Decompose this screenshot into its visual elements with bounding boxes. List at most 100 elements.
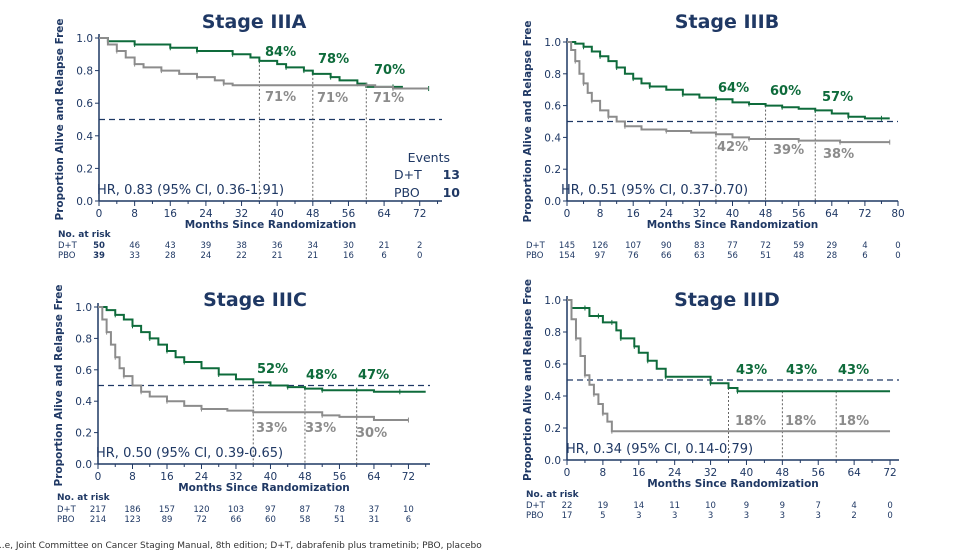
dt-landmark-label: 57%	[822, 90, 853, 105]
risk-value: 34	[307, 241, 318, 251]
x-tick-label: 56	[812, 467, 826, 479]
y-tick-label: 0.0	[76, 196, 93, 208]
risk-value: 3	[780, 511, 785, 521]
risk-value: 22	[562, 501, 573, 511]
x-tick-label: 80	[891, 208, 904, 220]
x-tick-label: 64	[367, 471, 381, 483]
x-tick-label: 16	[627, 208, 641, 220]
x-tick-label: 8	[129, 471, 136, 483]
risk-value: 43	[165, 241, 176, 251]
risk-row-label: D+T	[57, 505, 77, 515]
risk-row-label: PBO	[57, 515, 75, 525]
dt-landmark-label: 43%	[786, 363, 817, 378]
risk-value: 46	[129, 241, 140, 251]
risk-value: 28	[165, 251, 176, 261]
risk-value: 9	[780, 501, 785, 511]
y-tick-label: 0.6	[544, 359, 561, 371]
risk-value: 77	[727, 241, 738, 251]
risk-row-label: PBO	[526, 251, 544, 261]
risk-value: 24	[200, 251, 211, 261]
risk-value: 107	[625, 241, 641, 251]
risk-value: 0	[417, 251, 422, 261]
pbo-curve	[99, 37, 429, 90]
risk-value: 28	[826, 251, 837, 261]
x-tick-label: 0	[96, 208, 103, 220]
panel-title: Stage IIIC	[203, 289, 307, 311]
x-tick-label: 16	[160, 471, 174, 483]
x-tick-label: 24	[195, 471, 209, 483]
risk-value: 103	[228, 505, 244, 515]
risk-value: 9	[744, 501, 749, 511]
risk-value: 6	[862, 251, 867, 261]
hazard-ratio-text: HR, 0.50 (95% CI, 0.39-0.65)	[96, 446, 283, 461]
risk-value: 59	[793, 241, 804, 251]
risk-value: 157	[159, 505, 175, 515]
risk-value: 3	[816, 511, 821, 521]
risk-row-label: D+T	[58, 241, 78, 251]
risk-value: 2	[851, 511, 856, 521]
y-axis-label: Proportion Alive and Relapse Free	[54, 19, 66, 221]
x-axis-label: Months Since Randomization	[647, 478, 819, 490]
y-tick-label: 0.4	[544, 132, 561, 144]
risk-value: 2	[417, 241, 422, 251]
risk-value: 66	[661, 251, 672, 261]
risk-value: 3	[708, 511, 713, 521]
risk-value: 72	[760, 241, 771, 251]
risk-value: 31	[369, 515, 380, 525]
dt-landmark-label: 70%	[374, 63, 405, 78]
risk-value: 0	[895, 241, 900, 251]
risk-value: 29	[826, 241, 837, 251]
panel-title: Stage IIIB	[675, 11, 779, 33]
x-tick-label: 72	[413, 208, 426, 220]
risk-value: 186	[124, 505, 140, 515]
risk-value: 66	[231, 515, 242, 525]
risk-value: 0	[895, 251, 900, 261]
dt-landmark-label: 78%	[318, 52, 349, 67]
events-row-value: 13	[443, 167, 460, 182]
y-tick-label: 0.8	[76, 66, 93, 78]
risk-value: 48	[793, 251, 804, 261]
risk-value: 97	[595, 251, 606, 261]
risk-value: 217	[90, 505, 106, 515]
risk-value: 89	[162, 515, 173, 525]
x-tick-label: 72	[858, 208, 871, 220]
x-tick-label: 72	[402, 471, 415, 483]
risk-value: 39	[200, 241, 211, 251]
y-tick-label: 0.4	[75, 396, 92, 408]
events-header: Events	[408, 150, 450, 165]
panel-title: Stage IIIA	[202, 11, 307, 33]
x-tick-label: 40	[726, 208, 739, 220]
risk-value: 30	[343, 241, 354, 251]
x-tick-label: 0	[564, 208, 571, 220]
y-tick-label: 0.0	[544, 455, 561, 467]
y-tick-label: 0.2	[76, 163, 93, 175]
risk-value: 6	[406, 515, 411, 525]
x-tick-label: 8	[600, 467, 607, 479]
risk-value: 123	[124, 515, 140, 525]
x-axis-label: Months Since Randomization	[178, 482, 350, 494]
hazard-ratio-text: HR, 0.34 (95% CI, 0.14-0.79)	[566, 442, 753, 457]
pbo-landmark-label: 38%	[823, 147, 854, 162]
x-tick-label: 56	[792, 208, 806, 220]
x-tick-label: 16	[632, 467, 646, 479]
risk-value: 39	[93, 251, 105, 261]
risk-value: 3	[672, 511, 677, 521]
y-tick-label: 0.8	[544, 69, 561, 81]
x-tick-label: 48	[298, 471, 311, 483]
x-tick-label: 64	[377, 208, 391, 220]
x-tick-label: 32	[235, 208, 248, 220]
x-tick-label: 32	[229, 471, 242, 483]
risk-value: 83	[694, 241, 705, 251]
pbo-landmark-label: 39%	[773, 143, 804, 158]
risk-table-header: No. at risk	[526, 490, 580, 500]
y-tick-label: 0.6	[544, 101, 561, 113]
pbo-landmark-label: 18%	[838, 414, 869, 429]
km-panel-1: Stage IIIA Proportion Alive and Relapse F…	[54, 11, 460, 261]
risk-value: 50	[93, 241, 105, 251]
risk-value: 4	[851, 501, 856, 511]
pbo-landmark-label: 71%	[317, 91, 348, 106]
x-tick-label: 48	[759, 208, 772, 220]
pbo-landmark-label: 30%	[356, 426, 387, 441]
pbo-curve	[567, 299, 891, 433]
x-axis-label: Months Since Randomization	[647, 219, 819, 231]
